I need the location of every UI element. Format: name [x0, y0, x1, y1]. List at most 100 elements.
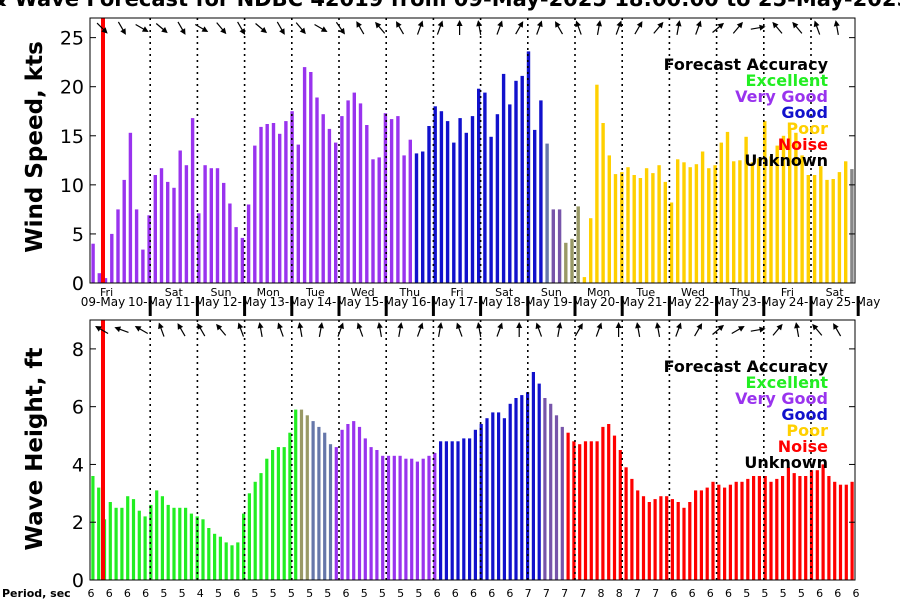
direction-arrow — [158, 322, 165, 337]
period-value: 7 — [652, 587, 659, 600]
bar — [271, 450, 275, 580]
bar — [369, 447, 373, 580]
bar — [794, 132, 798, 283]
direction-arrow — [114, 326, 129, 333]
direction-arrow — [276, 21, 285, 35]
bar — [371, 159, 375, 283]
legend-entry: Excellent — [746, 373, 829, 392]
bar — [207, 528, 211, 580]
day-label: Sat — [826, 286, 845, 299]
bar — [408, 139, 412, 283]
direction-arrow — [396, 21, 405, 35]
bar — [91, 476, 95, 580]
bar — [450, 441, 454, 580]
arrow-head — [717, 324, 725, 332]
bar — [334, 142, 338, 283]
arrow-head — [792, 21, 799, 29]
bar — [607, 155, 611, 283]
legend-entry: Excellent — [746, 71, 829, 90]
bar — [641, 496, 646, 580]
direction-arrow — [574, 323, 583, 337]
bar — [520, 75, 524, 284]
bar — [786, 467, 790, 580]
bar — [155, 490, 159, 580]
bar — [317, 426, 321, 580]
direction-arrow — [695, 20, 702, 35]
bar — [282, 447, 286, 580]
direction-arrow — [375, 21, 386, 34]
bar — [583, 441, 588, 580]
period-value: 6 — [506, 587, 513, 600]
bar — [327, 128, 332, 283]
direction-arrow — [731, 326, 745, 335]
day-tick — [715, 296, 719, 316]
direction-arrow — [833, 20, 840, 35]
direction-arrow — [496, 20, 503, 35]
period-value: 6 — [488, 587, 495, 600]
arrow-head — [596, 20, 603, 27]
bar — [375, 450, 379, 580]
arrow-head — [375, 21, 382, 29]
day-label: Sun — [541, 286, 562, 299]
bar — [545, 143, 549, 283]
period-value: 6 — [434, 587, 441, 600]
wave-height-panel: 0 2 4 6 8 — [72, 319, 856, 592]
date-label: 09-May — [81, 295, 125, 309]
arrow-head — [577, 323, 583, 330]
bar — [827, 476, 831, 580]
direction-arrow — [694, 323, 703, 337]
bar — [259, 473, 263, 580]
period-value: 6 — [689, 587, 696, 600]
arrow-head — [616, 20, 623, 28]
bar — [215, 168, 220, 283]
bar — [178, 150, 182, 283]
bar — [363, 438, 367, 580]
bar — [427, 455, 431, 580]
arrow-head — [437, 322, 444, 329]
direction-arrow — [675, 322, 682, 337]
bar — [445, 121, 450, 283]
arrow-head — [114, 326, 122, 333]
arrow-head — [635, 322, 642, 329]
bar — [526, 392, 530, 580]
direction-arrow — [772, 323, 783, 336]
bar — [213, 533, 217, 580]
wind-speed-axis-label: Wind Speed, kts — [22, 41, 48, 253]
bar — [172, 507, 176, 580]
bar — [502, 418, 506, 580]
arrow-head — [657, 21, 664, 29]
arrow-head — [356, 21, 362, 28]
direction-arrow — [177, 21, 186, 35]
bar — [389, 119, 394, 283]
bar — [589, 441, 593, 580]
period-value: 7 — [561, 587, 568, 600]
bar — [483, 92, 487, 283]
arrow-head — [813, 20, 820, 28]
arrow-head — [456, 20, 463, 26]
day-label: Tue — [305, 286, 325, 299]
bar — [549, 403, 553, 580]
bar — [421, 151, 425, 283]
day-tick — [243, 296, 247, 316]
day-label: Thu — [398, 286, 420, 299]
legend-title: Forecast Accuracy — [664, 357, 829, 376]
direction-arrow — [556, 322, 563, 337]
direction-arrow — [197, 323, 206, 337]
direction-arrow — [277, 322, 284, 337]
bar — [116, 209, 120, 283]
arrow-head — [812, 323, 819, 331]
bar — [294, 409, 298, 580]
day-label: Thu — [729, 286, 751, 299]
bar — [705, 487, 709, 580]
arrow-head — [676, 322, 682, 330]
arrow-head — [675, 20, 682, 27]
bar — [566, 432, 570, 580]
bar — [746, 478, 750, 580]
arrow-head — [555, 21, 561, 28]
bar — [601, 426, 605, 580]
bar — [682, 507, 686, 580]
plot-frame — [89, 17, 856, 284]
direction-arrow — [95, 326, 109, 335]
direction-arrow — [237, 322, 245, 337]
